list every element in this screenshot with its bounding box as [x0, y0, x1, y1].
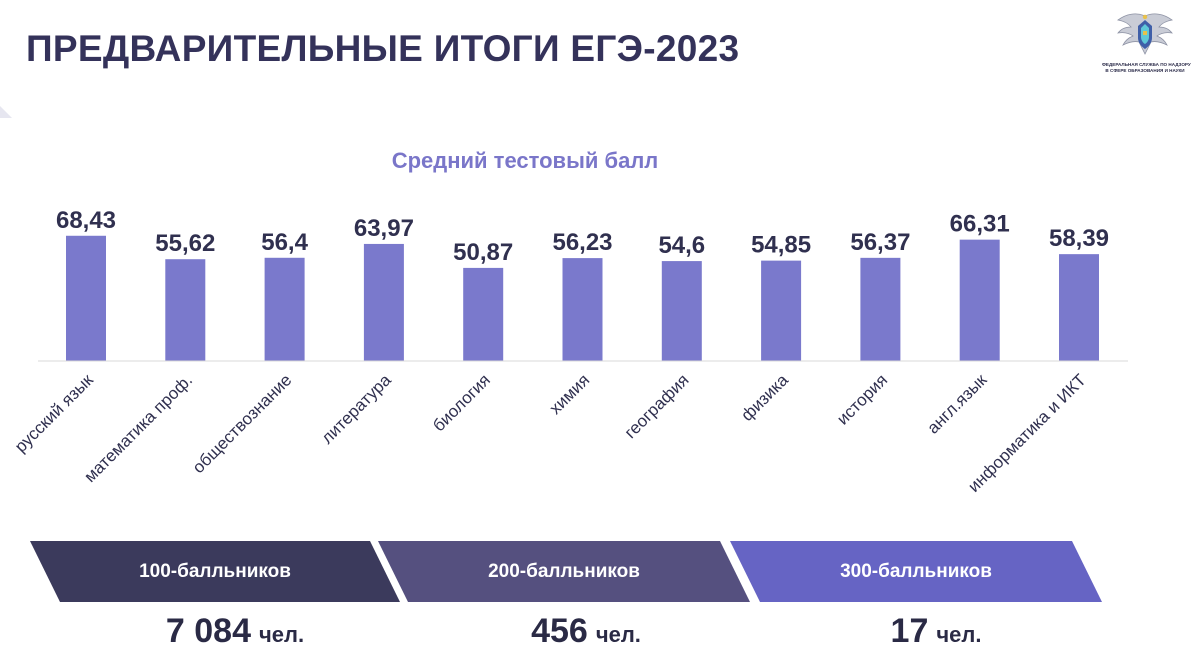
bar-7 — [661, 261, 702, 361]
band-polygon — [730, 541, 1102, 602]
stat-value: 7 084 — [165, 612, 251, 650]
band-shape — [378, 541, 750, 602]
category-label: история — [833, 370, 891, 428]
bar-5 — [463, 267, 504, 361]
bar-value-label: 54,85 — [751, 232, 811, 259]
logo-text-line2: В СФЕРЕ ОБРАЗОВАНИЯ И НАУКИ — [1105, 68, 1185, 73]
bar-1 — [66, 235, 106, 361]
bar-10 — [959, 239, 1000, 361]
band-label: 200-балльников — [488, 561, 640, 582]
bar-value-label: 63,97 — [354, 215, 414, 242]
eagle-emblem-icon — [1117, 13, 1173, 55]
category-label: биология — [429, 370, 494, 435]
chart-title: Средний тестовый балл — [392, 148, 659, 173]
score-band-1: 100-балльников — [30, 541, 400, 602]
bar-value-label: 55,62 — [155, 230, 215, 257]
logo-text-line1: ФЕДЕРАЛЬНАЯ СЛУЖБА ПО НАДЗОРУ — [1102, 62, 1191, 67]
category-label: русский язык — [11, 370, 97, 456]
bar-3 — [264, 257, 305, 361]
stat-unit: чел. — [936, 622, 982, 647]
band-stat: 17 чел. — [786, 612, 1086, 652]
stat-unit: чел. — [258, 622, 305, 647]
category-label: география — [621, 370, 693, 442]
bar-value-label: 68,43 — [56, 207, 116, 234]
bar-value-label: 66,31 — [950, 211, 1010, 238]
bar-value-label: 54,6 — [658, 232, 705, 259]
band-polygon — [30, 541, 400, 602]
category-label: химия — [546, 370, 594, 418]
stat-unit: чел. — [595, 622, 641, 647]
page-title: ПРЕДВАРИТЕЛЬНЫЕ ИТОГИ ЕГЭ-2023 — [26, 28, 740, 69]
band-polygon — [378, 541, 750, 602]
stat-value: 456 — [531, 612, 588, 650]
score-band-2: 200-балльников — [378, 541, 750, 602]
band-label: 100-балльников — [139, 561, 291, 582]
bars-group: 68,43 русский язык 55,62 математика проф. 56… — [11, 207, 1109, 496]
bar-8 — [761, 260, 802, 361]
band-stat: 456 чел. — [436, 612, 736, 652]
bar-11 — [1059, 254, 1099, 361]
corner-decoration — [0, 106, 12, 118]
score-band-3: 300-балльников — [730, 541, 1102, 602]
bar-9 — [860, 257, 901, 361]
logo: ФЕДЕРАЛЬНАЯ СЛУЖБА ПО НАДЗОРУ В СФЕРЕ ОБ… — [1102, 10, 1191, 74]
bar-4 — [363, 243, 404, 361]
bar-6 — [562, 258, 603, 361]
band-label: 300-балльников — [840, 561, 992, 582]
band-shape — [30, 541, 400, 602]
category-label: обществознание — [189, 370, 296, 477]
stat-value: 17 — [890, 612, 929, 650]
bar-2 — [165, 259, 206, 361]
category-label: математика проф. — [80, 370, 196, 486]
band-stat: 7 084 чел. — [85, 612, 385, 652]
bar-value-label: 58,39 — [1049, 225, 1109, 252]
bar-value-label: 56,23 — [552, 229, 612, 256]
band-shape — [730, 541, 1102, 602]
category-label: англ.язык — [923, 370, 991, 438]
bar-value-label: 50,87 — [453, 239, 513, 266]
category-label: литература — [318, 370, 396, 448]
category-label: физика — [737, 370, 792, 425]
average-score-chart: Средний тестовый балл 68,43 русский язык 5… — [11, 148, 1128, 496]
bar-value-label: 56,37 — [850, 229, 910, 256]
bar-value-label: 56,4 — [261, 229, 308, 256]
